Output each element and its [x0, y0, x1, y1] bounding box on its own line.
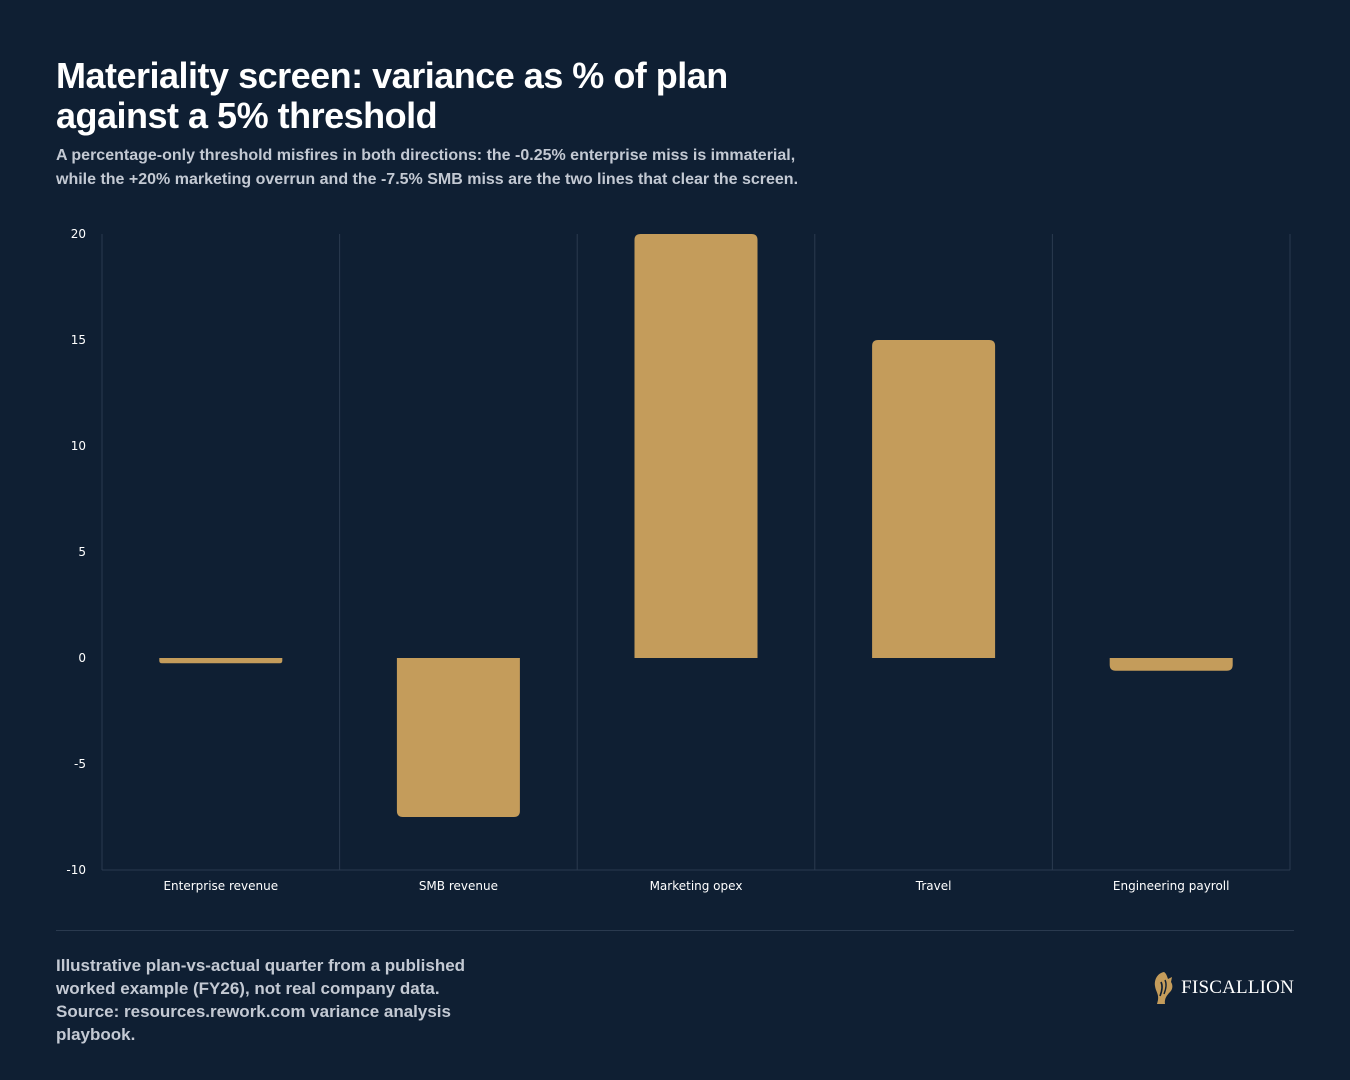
y-tick-label: 20 [71, 227, 86, 241]
y-tick-label: 15 [71, 333, 86, 347]
x-tick-label: SMB revenue [419, 879, 498, 893]
footer-divider [56, 930, 1294, 931]
horse-head-icon [1155, 972, 1173, 1004]
bar [634, 234, 758, 658]
x-tick-label: Enterprise revenue [163, 879, 278, 893]
brand-wordmark: FISCALLION [1181, 977, 1294, 998]
chart-title: Materiality screen: variance as % of pla… [56, 55, 728, 136]
bar-chart: 20 15 10 5 0 -5 -10 Enterprise revenue SMB reven… [66, 227, 1291, 893]
bar [396, 658, 520, 817]
x-tick-label: Travel [915, 879, 952, 893]
y-tick-label: 0 [78, 651, 86, 665]
y-tick-label: 10 [71, 439, 86, 453]
bar [1109, 658, 1233, 671]
y-tick-label: -10 [66, 863, 86, 877]
bar [159, 658, 283, 664]
y-tick-label: -5 [74, 757, 86, 771]
bar [872, 340, 996, 658]
chart-subtitle: A percentage-only threshold misfires in … [56, 147, 799, 188]
y-tick-label: 5 [78, 545, 86, 559]
x-tick-label: Engineering payroll [1113, 879, 1230, 893]
source-footnote: Illustrative plan-vs-actual quarter from… [56, 956, 466, 1044]
brand-logo: FISCALLION [1151, 970, 1294, 1006]
x-tick-label: Marketing opex [650, 879, 743, 893]
